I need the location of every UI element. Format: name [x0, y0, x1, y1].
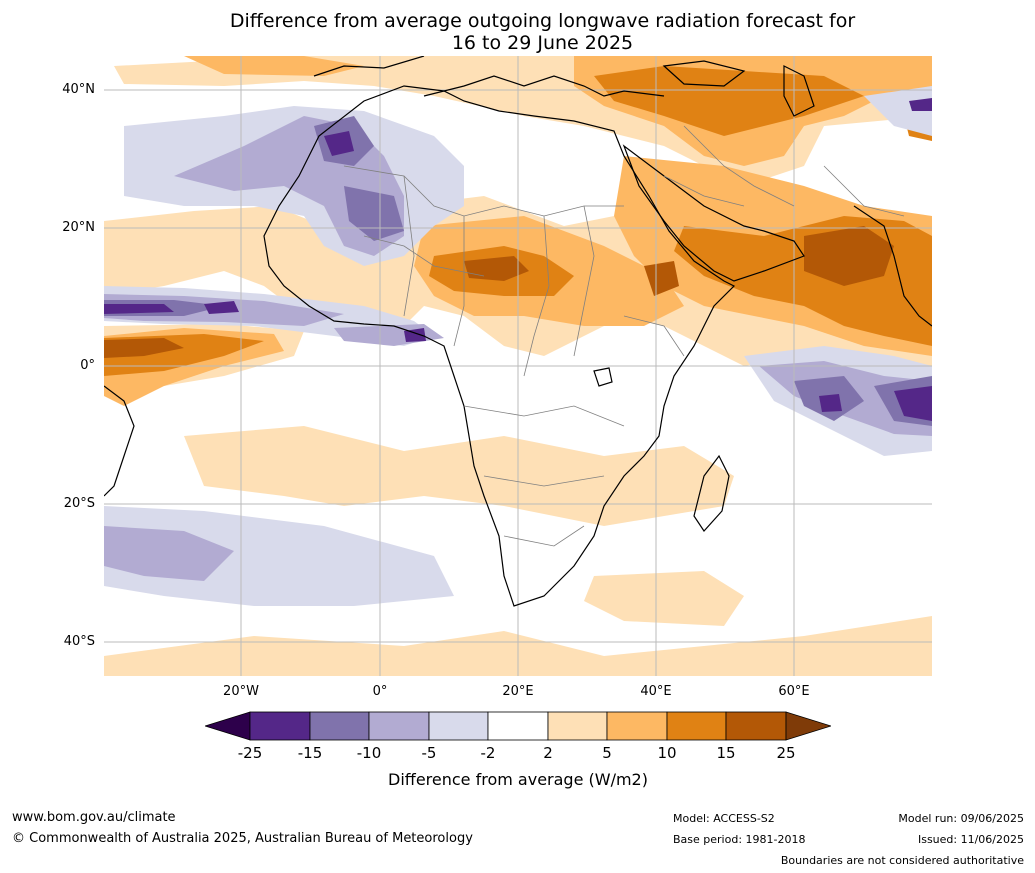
colorbar-swatch-m5-m2 [428, 711, 489, 741]
footer-model-run: Model run: 09/06/2025 [898, 812, 1024, 825]
footer-issued: Issued: 11/06/2025 [917, 833, 1024, 846]
caspian-coast [783, 65, 815, 117]
colorbar-tick: 15 [716, 744, 736, 762]
footer-base-period: Base period: 1981-2018 [673, 833, 806, 846]
footer-website: www.bom.gov.au/climate [12, 810, 176, 825]
country-borders [343, 125, 905, 547]
gridlines [104, 56, 932, 676]
colorbar-tick: -5 [421, 744, 437, 762]
colorbar-tick: 5 [602, 744, 612, 762]
colorbar-tick: 2 [543, 744, 553, 762]
colorbar-tick: 25 [776, 744, 796, 762]
madagascar-coast [693, 454, 730, 532]
lat-label-40s: 40°S [63, 634, 95, 649]
colorbar-tick: 10 [657, 744, 677, 762]
colorbar-swatch-m10-m5 [368, 711, 430, 741]
footer-copyright: © Commonwealth of Australia 2025, Austra… [12, 831, 473, 846]
lat-label-0: 0° [80, 358, 95, 373]
colorbar-tick: -10 [356, 744, 382, 762]
anomaly-deep-purple [104, 98, 932, 421]
colorbar-tick: -15 [297, 744, 323, 762]
colorbar-tick: -2 [480, 744, 496, 762]
colorbar-swatch-10-15 [666, 711, 727, 741]
africa-coast [263, 85, 736, 607]
lat-label-20s: 20°S [63, 496, 95, 511]
india-coast [853, 205, 932, 327]
map-panel [104, 56, 932, 676]
colorbar [205, 711, 831, 741]
lake-victoria [593, 367, 613, 387]
colorbar-title: Difference from average (W/m2) [388, 770, 648, 789]
colorbar-swatch-5-10 [606, 711, 668, 741]
south-america-coast [104, 385, 135, 497]
olr-anomaly-map [104, 56, 932, 676]
coastlines [104, 56, 932, 607]
lat-label-20n: 20°N [62, 220, 95, 235]
footer-model: Model: ACCESS-S2 [673, 812, 775, 825]
colorbar-arrow-left [205, 711, 251, 741]
colorbar-arrow-right [785, 711, 831, 741]
anomaly-brown [104, 226, 894, 358]
lon-label-20w: 20°W [223, 684, 259, 699]
lon-label-40e: 40°E [640, 684, 672, 699]
black-sea-coast [662, 60, 746, 87]
colorbar-swatch-m25-m15 [249, 711, 311, 741]
colorbar-swatch-15-25 [725, 711, 787, 741]
colorbar-swatch-m15-m10 [309, 711, 370, 741]
lon-label-0: 0° [372, 684, 388, 699]
lat-label-40n: 40°N [62, 82, 95, 97]
colorbar-swatch-neutral [487, 711, 549, 741]
europe-coast [313, 56, 665, 97]
lon-label-60e: 60°E [778, 684, 810, 699]
colorbar-swatch-2-5 [547, 711, 608, 741]
arabia-coast [622, 144, 805, 282]
page-title: Difference from average outgoing longwav… [0, 10, 1035, 54]
footer-disclaimer: Boundaries are not considered authoritat… [780, 854, 1024, 867]
lon-label-20e: 20°E [502, 684, 534, 699]
title-line-1: Difference from average outgoing longwav… [229, 10, 856, 32]
colorbar-tick: -25 [237, 744, 263, 762]
title-line-2: 16 to 29 June 2025 [451, 32, 634, 54]
